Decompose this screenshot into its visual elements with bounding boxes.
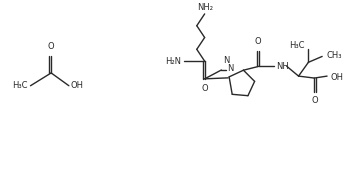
Text: OH: OH	[330, 73, 343, 82]
Text: H₃C: H₃C	[12, 81, 28, 90]
Text: O: O	[312, 96, 319, 105]
Text: O: O	[201, 84, 208, 93]
Text: NH₂: NH₂	[197, 3, 213, 12]
Text: O: O	[48, 42, 54, 51]
Text: OH: OH	[71, 81, 84, 90]
Text: O: O	[255, 37, 261, 46]
Text: CH₃: CH₃	[326, 51, 342, 60]
Text: N: N	[223, 56, 229, 65]
Text: N: N	[227, 64, 233, 73]
Text: NH: NH	[276, 62, 289, 71]
Text: H₂N: H₂N	[165, 57, 181, 66]
Text: H₃C: H₃C	[289, 41, 304, 50]
